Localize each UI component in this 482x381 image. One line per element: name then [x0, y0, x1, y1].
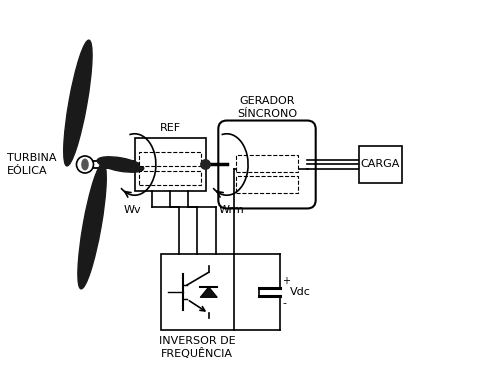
Polygon shape [200, 287, 217, 297]
Ellipse shape [97, 157, 144, 172]
Text: Vdc: Vdc [290, 287, 311, 297]
FancyBboxPatch shape [236, 176, 298, 193]
Ellipse shape [78, 163, 106, 289]
Text: CARGA: CARGA [361, 160, 400, 170]
FancyBboxPatch shape [139, 152, 201, 166]
Ellipse shape [64, 40, 92, 166]
Text: Wv: Wv [123, 205, 141, 215]
FancyBboxPatch shape [236, 155, 298, 171]
Text: Wrm: Wrm [219, 205, 244, 215]
FancyBboxPatch shape [359, 146, 402, 183]
Circle shape [201, 160, 210, 169]
Circle shape [77, 156, 94, 173]
FancyBboxPatch shape [218, 120, 316, 208]
Text: GERADOR
SÍNCRONO: GERADOR SÍNCRONO [237, 96, 297, 118]
Text: INVERSOR DE
FREQUÊNCIA: INVERSOR DE FREQUÊNCIA [159, 336, 236, 359]
Text: REF: REF [160, 123, 181, 133]
FancyBboxPatch shape [161, 255, 234, 330]
Text: -: - [282, 298, 286, 308]
Text: TURBINA
EÓLICA: TURBINA EÓLICA [7, 153, 56, 176]
Ellipse shape [82, 159, 88, 170]
FancyBboxPatch shape [139, 171, 201, 185]
FancyBboxPatch shape [134, 139, 205, 190]
Text: +: + [282, 276, 290, 286]
